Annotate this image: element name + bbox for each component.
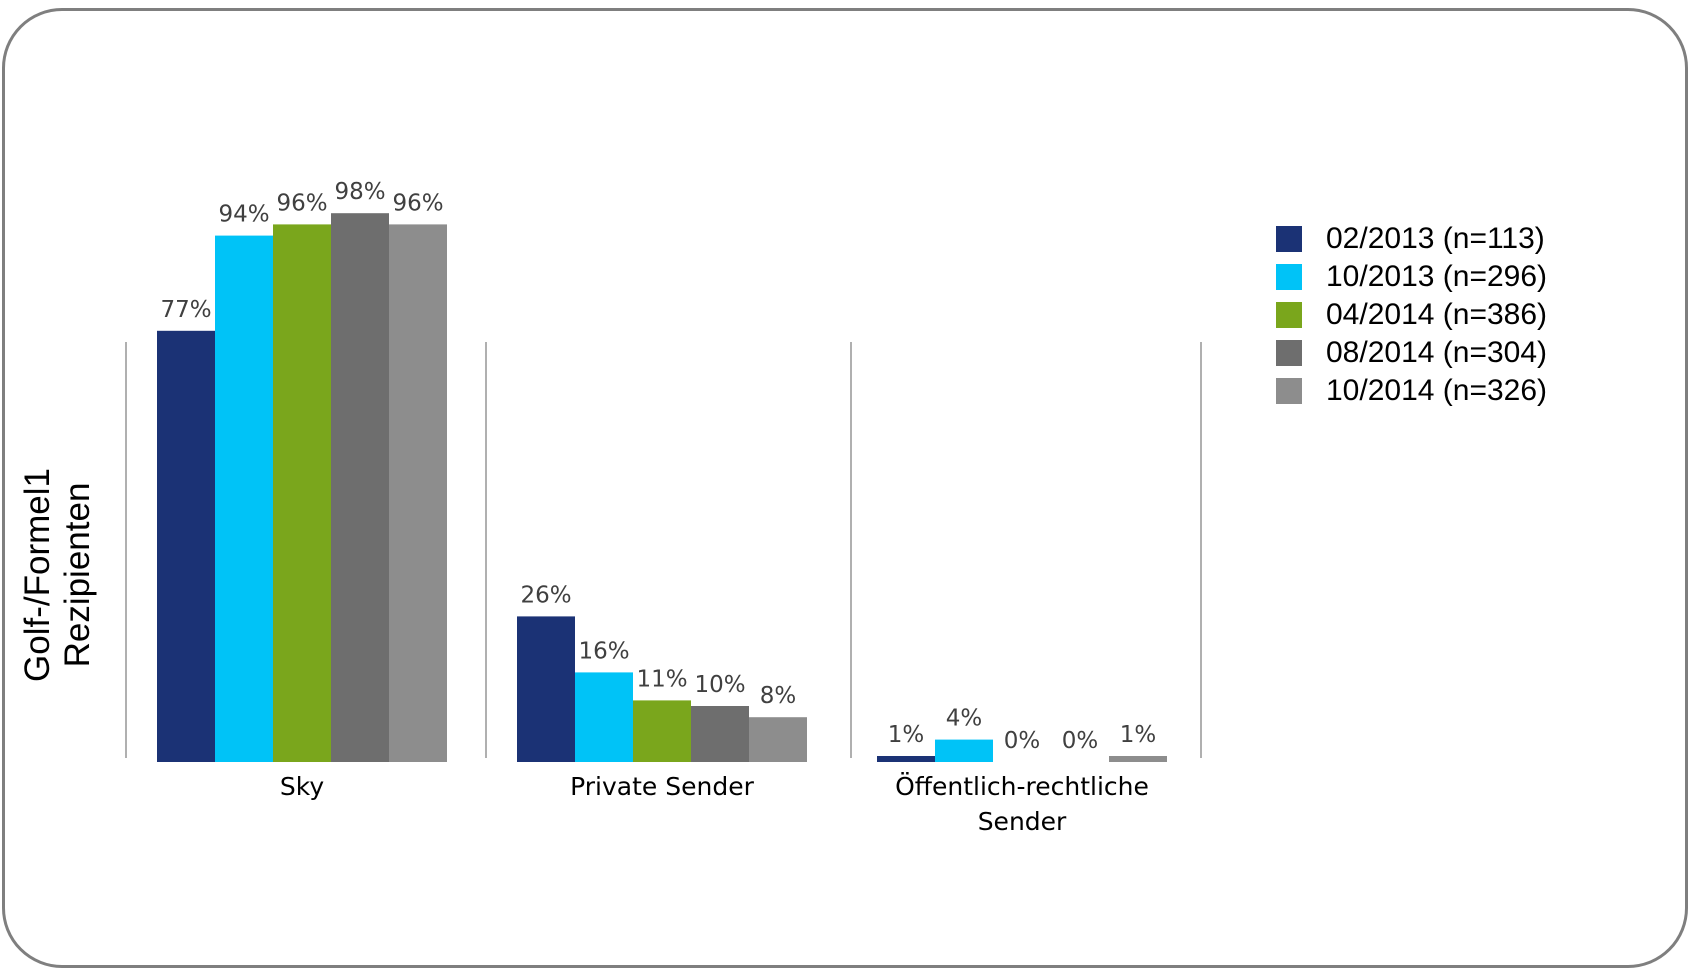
data-label-3-1: 1%	[888, 722, 925, 748]
legend-swatch-3	[1276, 302, 1302, 328]
category-label-3-line-1: Öffentlich-rechtliche	[895, 772, 1149, 801]
legend-label-3: 04/2014 (n=386)	[1326, 298, 1548, 331]
data-label-3-2: 4%	[946, 706, 983, 732]
bar-chart: 77% 94% 96% 98% 96% Sky 26% 16% 11% 10% 8% Private …	[125, 179, 1202, 836]
data-label-1-1: 77%	[160, 297, 211, 323]
data-label-3-4: 0%	[1062, 728, 1099, 754]
bar-2-1	[517, 616, 575, 762]
legend-item-3: 04/2014 (n=386)	[1276, 296, 1547, 334]
legend-swatch-4	[1276, 340, 1302, 366]
category-label-2: Private Sender	[570, 772, 754, 801]
bar-3-5	[1109, 756, 1167, 762]
legend-swatch-1	[1276, 226, 1302, 252]
legend-swatch-2	[1276, 264, 1302, 290]
data-label-3-5: 1%	[1120, 722, 1157, 748]
bar-1-4	[331, 213, 389, 762]
bar-2-2	[575, 672, 633, 762]
data-label-2-4: 10%	[694, 672, 745, 698]
legend-item-4: 08/2014 (n=304)	[1276, 334, 1547, 372]
legend-item-2: 10/2013 (n=296)	[1276, 258, 1547, 296]
category-label-3-line-2: Sender	[978, 807, 1067, 836]
bar-3-2	[935, 739, 993, 762]
legend-item-1: 02/2013 (n=113)	[1276, 220, 1547, 258]
bar-2-4	[691, 706, 749, 762]
bar-2-3	[633, 700, 691, 762]
bar-1-3	[273, 224, 331, 762]
data-label-1-4: 98%	[334, 179, 385, 205]
legend-label-1: 02/2013 (n=113)	[1326, 222, 1545, 255]
data-label-1-3: 96%	[276, 190, 327, 216]
data-label-2-5: 8%	[760, 683, 797, 709]
legend-item-5: 10/2014 (n=326)	[1276, 372, 1547, 410]
bar-3-1	[877, 756, 935, 762]
category-label-1: Sky	[280, 772, 324, 801]
data-label-1-5: 96%	[392, 190, 443, 216]
legend-label-2: 10/2013 (n=296)	[1326, 260, 1548, 293]
bar-1-1	[157, 330, 215, 762]
bar-2-5	[749, 717, 807, 762]
data-label-2-2: 16%	[578, 638, 629, 664]
bar-1-5	[389, 224, 447, 762]
legend-label-4: 08/2014 (n=304)	[1326, 336, 1548, 369]
data-label-2-3: 11%	[636, 666, 687, 692]
legend: 02/2013 (n=113) 10/2013 (n=296) 04/2014 (n…	[1276, 220, 1547, 410]
legend-swatch-5	[1276, 378, 1302, 404]
data-label-3-3: 0%	[1004, 728, 1041, 754]
legend-label-5: 10/2014 (n=326)	[1326, 374, 1548, 407]
data-label-2-1: 26%	[520, 582, 571, 608]
data-label-1-2: 94%	[218, 202, 269, 228]
bar-1-2	[215, 235, 273, 763]
